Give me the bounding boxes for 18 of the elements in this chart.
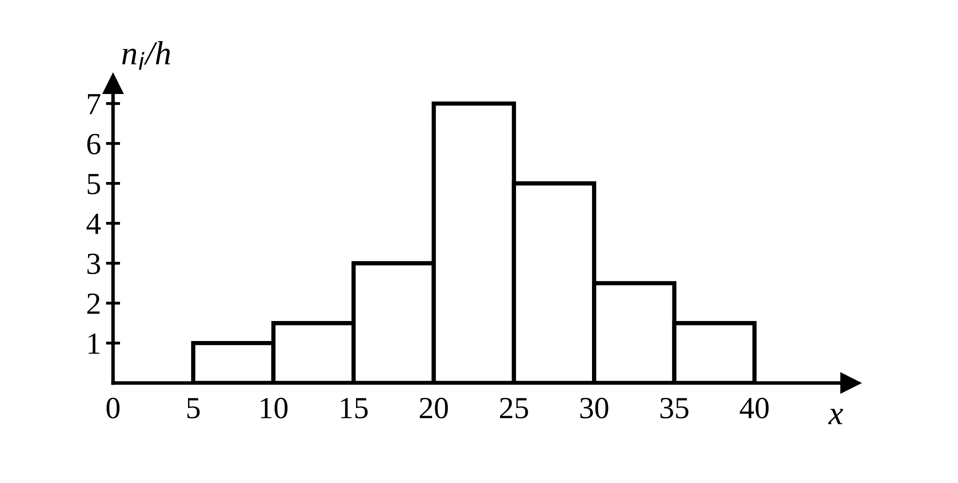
y-tick-label: 5 — [88, 174, 100, 194]
x-tick-label: 0 — [106, 398, 120, 418]
x-tick-label: 20 — [420, 398, 448, 418]
y-tick-label: 2 — [87, 294, 100, 314]
x-tick-label: 15 — [340, 398, 368, 418]
x-tick-label: 30 — [580, 398, 608, 418]
y-tick-label: 6 — [87, 134, 100, 154]
y-axis-title: n$_{i}$/h — [122, 41, 170, 70]
y-tick-label: 4 — [86, 214, 101, 234]
x-tick-label: 35 — [660, 398, 688, 418]
x-tick-label: 40 — [740, 398, 769, 418]
x-tick-label: 5 — [187, 398, 200, 418]
y-tick-label: 3 — [87, 254, 100, 274]
y-tick-label: 1 — [88, 334, 100, 354]
y-tick-label: 7 — [88, 94, 100, 114]
x-tick-label: 25 — [500, 398, 528, 418]
x-axis-title: x — [828, 408, 844, 424]
x-tick-label: 10 — [260, 398, 288, 418]
